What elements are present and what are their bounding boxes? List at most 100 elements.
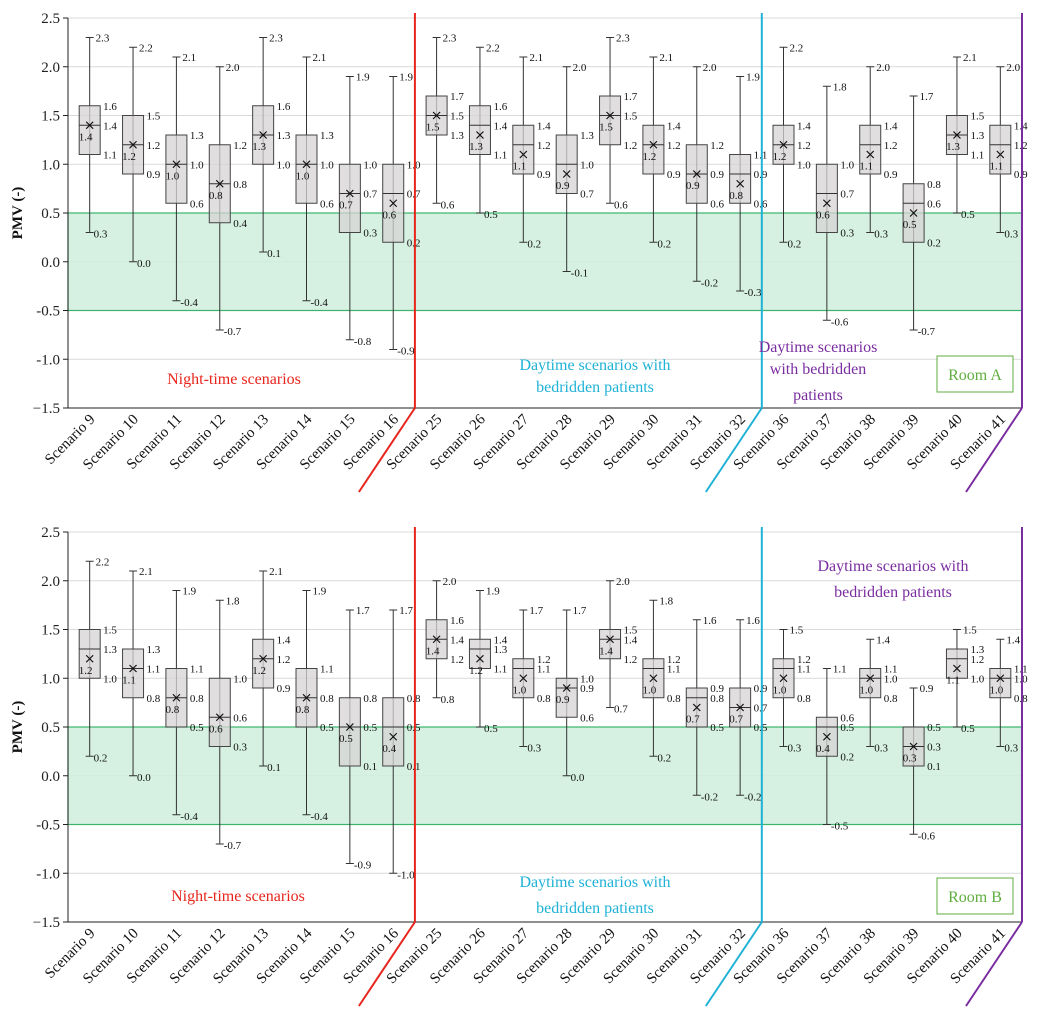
label-q1: 0.6 [320, 198, 334, 210]
label-median: 1.4 [450, 634, 464, 646]
label-q3: 1.4 [797, 120, 811, 132]
label-q1: 0.8 [667, 693, 681, 705]
label-q3: 1.4 [493, 634, 507, 646]
label-min: -0.6 [918, 830, 936, 842]
mean-marker [389, 199, 398, 208]
label-q1: 0.5 [190, 722, 204, 734]
label-mean: 1.4 [426, 645, 440, 657]
label-q1: 0.5 [754, 722, 768, 734]
label-mean: 0.4 [382, 743, 396, 755]
label-max: 2.1 [313, 52, 327, 64]
mean-marker [692, 703, 701, 712]
label-median: 0.6 [233, 712, 247, 724]
label-mean: 0.8 [296, 704, 310, 716]
label-q1: 0.2 [840, 751, 854, 763]
box-scenario-32: 1.9 1.1 0.9 0.6 -0.3 0.8 [729, 72, 768, 299]
chart-panel-bottom: 2.5 2.0 1.5 1.0 0.5 0.0 -0.5 -1.0 −1.5 PMV (-) 2.2… [10, 525, 1028, 1007]
label-max: 1.7 [573, 605, 587, 617]
label-mean: 0.7 [729, 714, 743, 726]
label-q3: 1.2 [710, 140, 724, 152]
box-scenario-39: 0.9 0.5 0.3 0.1 -0.6 0.3 [902, 683, 941, 842]
label-q1: 0.9 [884, 169, 898, 181]
label-max: 2.2 [486, 42, 500, 54]
box-rect [468, 638, 491, 669]
label-q1: 0.9 [1014, 169, 1028, 181]
label-median: 0.9 [580, 683, 594, 695]
label-median: 0.8 [190, 693, 204, 705]
label-min: 0.3 [1004, 229, 1018, 241]
group-label-2: bedridden patients [536, 900, 654, 917]
label-median: 1.2 [537, 140, 551, 152]
label-min: -0.1 [571, 268, 588, 280]
label-q3: 0.5 [927, 722, 941, 734]
label-max: 1.9 [313, 586, 327, 598]
label-mean: 0.8 [729, 190, 743, 202]
label-min: 0.3 [788, 743, 802, 755]
box-scenario-31: 2.0 1.2 0.9 0.6 -0.2 0.9 [685, 62, 725, 289]
box-scenario-41: 1.41.11.00.80.31.0 [989, 634, 1028, 755]
label-q3: 0.9 [710, 683, 724, 695]
box-rect [599, 95, 622, 146]
label-min: -0.7 [918, 326, 936, 338]
label-q3: 1.7 [624, 91, 638, 103]
group-label-1: Night-time scenarios [171, 888, 305, 905]
group-separator-diagonal-3 [965, 921, 1023, 1007]
label-min: 0.5 [961, 723, 975, 735]
label-max: 2.1 [182, 52, 196, 64]
box-scenario-25: 2.3 1.7 1.5 1.3 0.6 1.5 [425, 33, 464, 211]
label-median: 1.3 [970, 130, 984, 142]
room-label: Room B [948, 889, 1002, 906]
box-rect [729, 154, 752, 204]
box-scenario-28: 2.0 1.3 1.0 0.7 -0.1 0.9 [555, 62, 594, 280]
label-q3: 1.0 [233, 673, 247, 685]
label-median: 1.0 [580, 159, 594, 171]
label-mean: 0.5 [903, 219, 917, 231]
box-scenario-9: 2.3 1.6 1.4 1.1 0.3 1.4 [78, 33, 117, 241]
label-mean: 1.0 [166, 170, 180, 182]
label-q1: 0.8 [797, 693, 811, 705]
label-q1: 0.8 [1014, 693, 1028, 705]
label-q3: 1.4 [277, 634, 291, 646]
label-max: 1.9 [486, 586, 500, 598]
label-mean: 1.0 [512, 684, 526, 696]
label-max: 1.6 [746, 615, 760, 627]
box-scenario-37: 1.8 1.0 0.7 0.3 -0.6 0.6 [815, 81, 855, 328]
label-min: 0.0 [137, 772, 151, 784]
label-min: 0.3 [1004, 743, 1018, 755]
label-median: 0.7 [363, 189, 377, 201]
label-min: -0.6 [831, 316, 849, 328]
label-q1: 0.6 [710, 198, 724, 210]
group-separator-diagonal-2 [704, 921, 763, 1007]
label-median: 1.2 [277, 654, 291, 666]
label-max: 2.2 [139, 42, 153, 54]
mean-marker [85, 654, 94, 663]
box-scenario-12: 1.8 1.0 0.6 0.3 -0.7 0.6 [208, 595, 248, 852]
box-rect [859, 124, 882, 175]
mean-marker [909, 209, 918, 217]
box-rect [165, 134, 188, 204]
label-min: -0.8 [354, 336, 372, 348]
label-median: 1.0 [884, 673, 898, 685]
label-min: 0.8 [441, 694, 455, 706]
label-median: 0.6 [927, 198, 941, 210]
label-q1: 1.3 [450, 130, 464, 142]
label-max: 1.7 [529, 605, 543, 617]
mean-marker [172, 693, 181, 702]
label-mean: 1.0 [296, 170, 310, 182]
y-tick-label: 1.5 [41, 623, 60, 639]
label-mean: 0.3 [903, 753, 917, 765]
box-rect [468, 105, 491, 155]
mean-marker [476, 654, 484, 663]
y-tick-label: 0.0 [41, 769, 60, 785]
box-scenario-12: 2.0 1.2 0.8 0.4 -0.7 0.8 [208, 62, 248, 338]
mean-marker [866, 150, 875, 159]
label-max: 2.0 [616, 576, 630, 588]
label-q3: 1.4 [537, 120, 551, 132]
label-q3: 1.6 [103, 101, 117, 113]
label-max: 2.0 [443, 576, 457, 588]
label-median: 1.2 [1014, 140, 1028, 152]
mean-marker [866, 674, 875, 683]
label-min: -0.7 [224, 840, 242, 852]
mean-marker [432, 111, 441, 120]
label-min: 0.1 [267, 248, 281, 260]
